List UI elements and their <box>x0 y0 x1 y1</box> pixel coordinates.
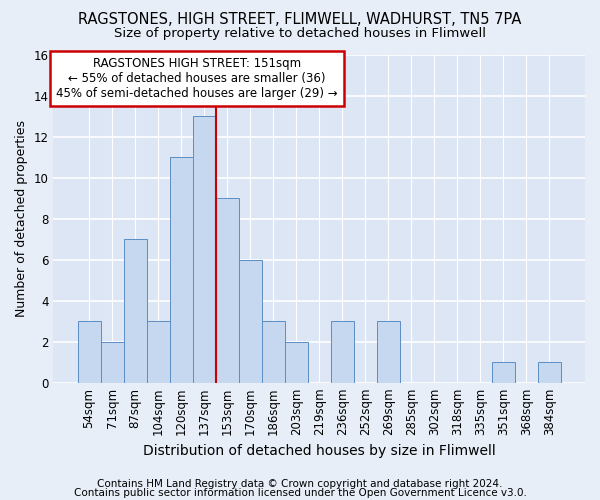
Bar <box>215 198 239 382</box>
Bar <box>193 116 215 382</box>
X-axis label: Distribution of detached houses by size in Flimwell: Distribution of detached houses by size … <box>143 444 496 458</box>
Text: Contains public sector information licensed under the Open Government Licence v3: Contains public sector information licen… <box>74 488 526 498</box>
Bar <box>492 362 515 382</box>
Bar <box>124 240 146 382</box>
Bar <box>331 321 354 382</box>
Text: Size of property relative to detached houses in Flimwell: Size of property relative to detached ho… <box>114 28 486 40</box>
Text: RAGSTONES, HIGH STREET, FLIMWELL, WADHURST, TN5 7PA: RAGSTONES, HIGH STREET, FLIMWELL, WADHUR… <box>79 12 521 28</box>
Bar <box>77 321 101 382</box>
Bar <box>146 321 170 382</box>
Y-axis label: Number of detached properties: Number of detached properties <box>15 120 28 318</box>
Bar <box>101 342 124 382</box>
Text: RAGSTONES HIGH STREET: 151sqm
← 55% of detached houses are smaller (36)
45% of s: RAGSTONES HIGH STREET: 151sqm ← 55% of d… <box>56 56 338 100</box>
Bar <box>284 342 308 382</box>
Bar <box>170 158 193 382</box>
Bar <box>262 321 284 382</box>
Bar <box>239 260 262 382</box>
Bar <box>538 362 561 382</box>
Text: Contains HM Land Registry data © Crown copyright and database right 2024.: Contains HM Land Registry data © Crown c… <box>97 479 503 489</box>
Bar <box>377 321 400 382</box>
